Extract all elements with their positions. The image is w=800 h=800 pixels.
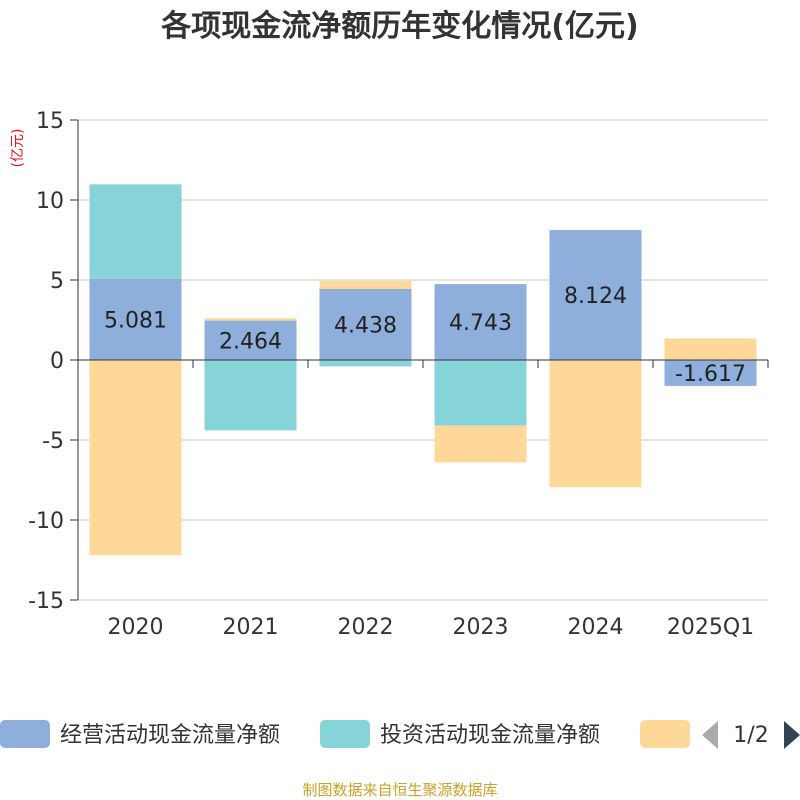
bars	[89, 184, 757, 556]
bar-0-2025Q1	[664, 360, 757, 386]
bar-2-2024	[549, 360, 642, 488]
legend-swatch-1	[320, 720, 370, 748]
y-tick-label: 15	[36, 109, 64, 134]
y-axis-unit: (亿元)	[10, 129, 26, 168]
legend-next-icon[interactable]	[784, 721, 800, 749]
x-tick-label: 2021	[223, 615, 279, 640]
bar-2-2020	[89, 360, 182, 556]
y-tick-label: -5	[42, 429, 64, 454]
bar-2-2025Q1	[664, 338, 757, 360]
legend-swatch-2	[640, 720, 690, 748]
x-tick-label: 2020	[108, 615, 164, 640]
bar-1-2021	[204, 360, 297, 431]
x-tick-label: 2025Q1	[667, 615, 754, 640]
legend-prev-icon[interactable]	[702, 721, 718, 749]
data-label: 4.743	[449, 311, 512, 336]
y-tick-label: 10	[36, 189, 64, 214]
legend-label-1: 投资活动现金流量净额	[380, 723, 600, 748]
legend-label-0: 经营活动现金流量净额	[60, 723, 280, 748]
bar-2-2021	[204, 318, 297, 321]
y-tick-label: -15	[28, 589, 64, 614]
bar-0-2020	[89, 278, 182, 360]
axes	[70, 119, 769, 601]
bar-1-2023	[434, 360, 527, 426]
bar-1-2022	[319, 360, 412, 367]
data-label: 2.464	[219, 329, 282, 354]
data-label: 8.124	[564, 284, 627, 309]
x-tick-label: 2024	[568, 615, 624, 640]
tick-labels: 15 10 5 0 -5 -10 -15 2020 2021 2022 2023 2024 2025Q1	[28, 109, 754, 640]
source-note: 制图数据来自恒生聚源数据库	[302, 781, 497, 799]
y-tick-label: 5	[50, 269, 64, 294]
data-label: 5.081	[104, 308, 167, 333]
x-tick-label: 2023	[453, 615, 509, 640]
chart-title: 各项现金流净额历年变化情况(亿元)	[160, 9, 638, 44]
legend-page-indicator: 1/2	[733, 723, 768, 748]
bar-0-2022	[319, 288, 412, 360]
data-labels: 5.081 2.464 4.438 4.743 8.124 -1.617	[104, 284, 746, 387]
bar-0-2024	[549, 230, 642, 360]
bar-0-2023	[434, 284, 527, 360]
bar-1-2020	[89, 184, 182, 279]
bar-2-2023	[434, 425, 527, 463]
y-tick-label: 0	[50, 349, 64, 374]
bar-0-2021	[204, 320, 297, 360]
gridlines	[78, 119, 768, 601]
legend: 经营活动现金流量净额 投资活动现金流量净额 1/2	[0, 720, 800, 749]
bar-2-2022	[319, 280, 412, 289]
data-label: -1.617	[675, 362, 746, 387]
y-tick-label: -10	[28, 509, 64, 534]
data-label: 4.438	[334, 313, 397, 338]
x-tick-label: 2022	[338, 615, 394, 640]
legend-swatch-0	[0, 720, 50, 748]
